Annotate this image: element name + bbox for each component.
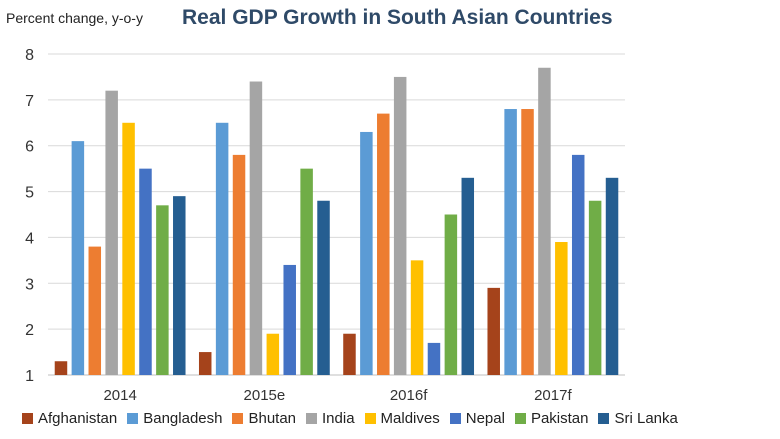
bar-pakistan [444, 214, 458, 375]
legend-label: Afghanistan [38, 410, 118, 427]
bar-chart: 1 2 3 4 5 6 7 8 2014 2015e 2016f 2017f [25, 47, 625, 404]
y-tick-label: 1 [25, 368, 34, 385]
bar-bangladesh [360, 131, 373, 375]
legend-item: Afghanistan [22, 410, 117, 427]
bar-afghanistan [487, 287, 500, 375]
bar-sri-lanka [173, 196, 186, 375]
legend-item: Pakistan [514, 410, 589, 427]
bar-afghanistan [54, 361, 68, 375]
legend-label: Maldives [380, 410, 440, 427]
x-tick-label: 2016f [390, 387, 428, 404]
bar-pakistan [156, 205, 169, 375]
legend-swatch [127, 413, 139, 424]
bar-nepal [571, 154, 585, 375]
bar-bangladesh [71, 141, 85, 375]
bar-nepal [427, 342, 441, 375]
bar-afghanistan [198, 352, 212, 375]
bar-nepal [283, 264, 296, 375]
bar-pakistan [300, 168, 313, 375]
legend-label: Sri Lanka [614, 410, 678, 427]
x-tick-label: 2015e [244, 387, 286, 404]
chart-legend: Afghanistan Bangladesh Bhutan India Maldives… [22, 410, 688, 427]
bar-india [105, 90, 118, 375]
bar-nepal [139, 168, 152, 375]
chart-title: Real GDP Growth in South Asian Countries [182, 6, 613, 29]
y-tick-label: 6 [25, 139, 34, 156]
bar-maldives [410, 260, 424, 375]
legend-label: India [322, 410, 355, 427]
bar-india [538, 67, 551, 375]
legend-swatch [449, 413, 461, 424]
y-tick-label: 3 [25, 276, 34, 293]
bar-bangladesh [215, 122, 229, 376]
legend-label: Nepal [465, 410, 505, 427]
bar-bangladesh [504, 109, 517, 376]
y-tick-label: 2 [25, 322, 34, 339]
legend-item: Bhutan [232, 410, 296, 427]
legend-label: Bangladesh [143, 410, 223, 427]
legend-item: Sri Lanka [598, 410, 678, 427]
bar-india [249, 81, 263, 375]
y-tick-label: 5 [25, 185, 34, 202]
legend-swatch [232, 413, 244, 424]
legend-swatch [22, 413, 33, 424]
bar-afghanistan [343, 333, 356, 375]
x-tick-label: 2017f [534, 387, 572, 404]
y-tick-label: 8 [25, 47, 34, 64]
bar-maldives [122, 122, 135, 376]
bar-pakistan [588, 200, 602, 375]
y-tick-label: 7 [25, 93, 34, 110]
legend-swatch [514, 413, 526, 424]
y-tick-label: 4 [25, 230, 34, 247]
x-tick-label: 2014 [103, 387, 136, 404]
bar-bhutan [521, 109, 534, 376]
bar-bhutan [377, 113, 390, 375]
legend-label: Pakistan [530, 410, 589, 427]
legend-swatch [598, 413, 610, 424]
legend-item: India [306, 410, 355, 427]
legend-item: Nepal [449, 410, 505, 427]
legend-label: Bhutan [248, 410, 297, 427]
y-axis-label: Percent change, y-o-y [6, 10, 143, 26]
bar-sri-lanka [317, 200, 330, 375]
bar-maldives [266, 333, 280, 375]
bar-india [393, 76, 407, 375]
legend-item: Maldives [364, 410, 440, 427]
bar-bhutan [88, 246, 102, 375]
bar-sri-lanka [605, 177, 619, 375]
bar-maldives [555, 242, 568, 375]
legend-item: Bangladesh [127, 410, 222, 427]
legend-swatch [364, 413, 376, 424]
bar-bhutan [232, 154, 246, 375]
legend-swatch [306, 413, 318, 424]
bar-sri-lanka [461, 177, 475, 375]
